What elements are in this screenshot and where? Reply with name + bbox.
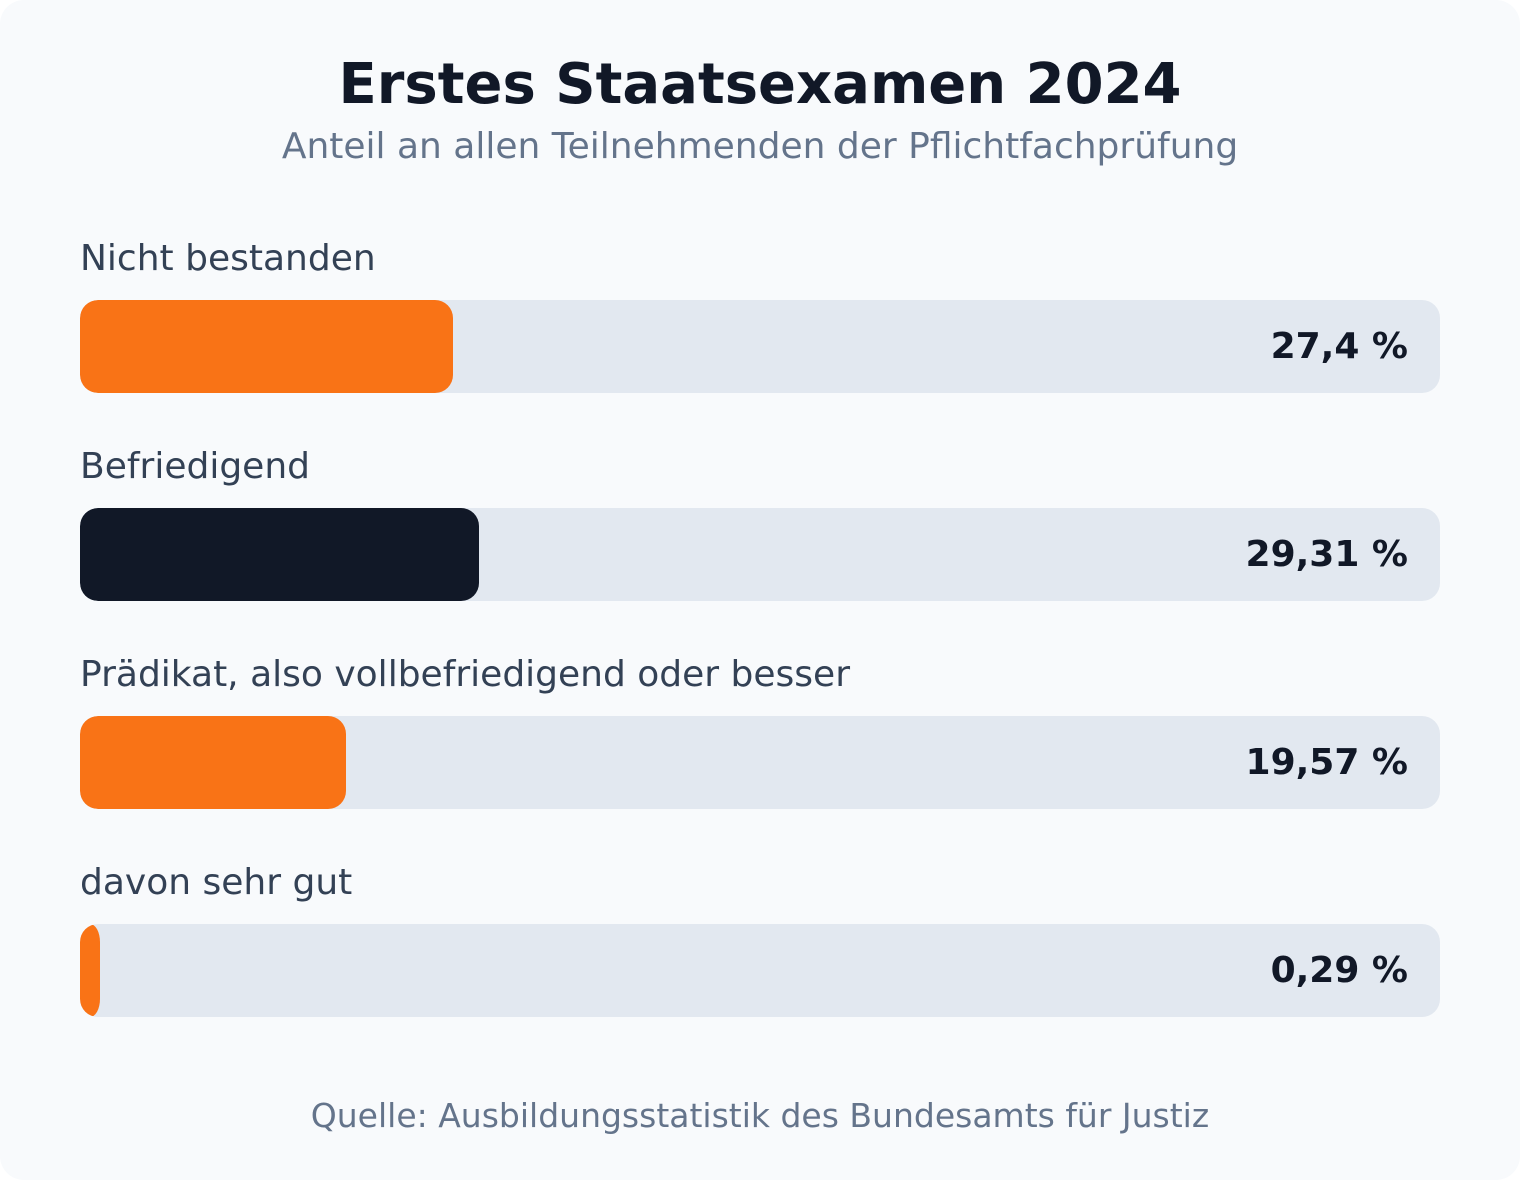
bar-value-label: 29,31 % (1245, 534, 1408, 575)
bar-label: Prädikat, also vollbefriedigend oder bes… (80, 654, 851, 695)
bar-value-label: 0,29 % (1270, 950, 1408, 991)
chart-title: Erstes Staatsexamen 2024 (338, 52, 1182, 117)
bar-fill (80, 924, 100, 1017)
bar-track: 0,29 % (80, 924, 1440, 1017)
source-note: Quelle: Ausbildungsstatistik des Bundesa… (310, 1096, 1210, 1135)
bar-track: 29,31 % (80, 508, 1440, 601)
bar-label: Nicht bestanden (80, 238, 376, 279)
bar-track: 27,4 % (80, 300, 1440, 393)
bar-fill (80, 508, 479, 601)
bar-label: davon sehr gut (80, 862, 353, 903)
bar-value-label: 19,57 % (1245, 742, 1408, 783)
bar-value-label: 27,4 % (1270, 326, 1408, 367)
bar-track: 19,57 % (80, 716, 1440, 809)
bar-fill (80, 716, 347, 809)
bar-label: Befriedigend (80, 446, 310, 487)
bar-fill (80, 300, 453, 393)
chart-subtitle: Anteil an allen Teilnehmenden der Pflich… (281, 126, 1239, 167)
